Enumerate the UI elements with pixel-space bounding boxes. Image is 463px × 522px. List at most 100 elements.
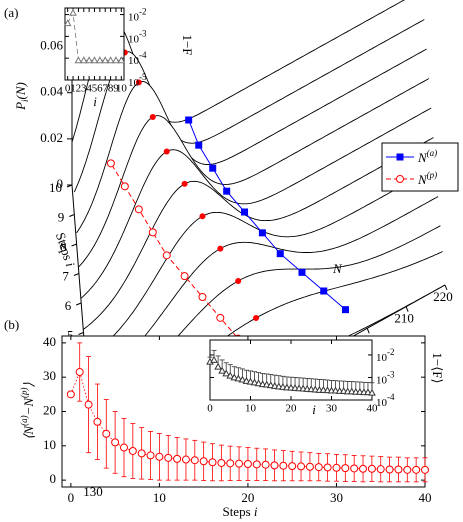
x-tick [444, 284, 448, 291]
y-tick [76, 302, 82, 306]
label-part: -5 [139, 72, 147, 82]
y-tick-label: 9 [58, 209, 65, 224]
x-axis-label: i [93, 94, 97, 109]
peak-dot [235, 277, 242, 284]
marker [117, 56, 126, 64]
marker [185, 116, 193, 124]
y-axis-label: ⟨N(a)−N(p)⟩ [19, 382, 36, 439]
marker [190, 456, 199, 465]
x-tick-label: 220 [433, 289, 453, 304]
marker [199, 457, 208, 466]
x-tick-label: 130 [83, 484, 103, 499]
x-axis-label: i [312, 402, 316, 417]
label-part: 10 [376, 374, 388, 386]
panel-label: (a) [4, 5, 18, 20]
marker [252, 460, 261, 469]
x-tick-label: 20 [241, 490, 254, 505]
marker [241, 208, 249, 216]
label-part: (p) [19, 387, 29, 398]
x-tick-label: 10 [245, 403, 257, 415]
y-tick [78, 332, 84, 335]
marker [262, 380, 271, 388]
marker [74, 56, 83, 64]
y-tick-label: 10-5 [128, 72, 147, 88]
y-tick-label: 6 [65, 298, 72, 313]
marker [238, 375, 247, 383]
x-tick-label: 30 [330, 490, 343, 505]
label-part: ⟨N [21, 425, 36, 440]
y-tick-label: 10-2 [128, 7, 147, 23]
marker [66, 390, 75, 399]
y-tick-label: 5 [67, 327, 74, 342]
label-part: -3 [139, 28, 147, 38]
y-tick [69, 214, 75, 217]
label-part: (a) [19, 415, 29, 426]
label-part: i [254, 504, 258, 519]
x-tick-label: 40 [367, 403, 379, 415]
marker [180, 272, 189, 281]
marker [195, 141, 203, 149]
marker [235, 459, 244, 468]
peak-dot [199, 213, 206, 220]
y-tick-label: 7 [62, 268, 69, 283]
y-tick-label: 10 [43, 437, 56, 452]
marker [276, 250, 284, 258]
x-axis-label: Steps i [222, 504, 257, 519]
marker [403, 465, 412, 474]
marker [148, 228, 157, 237]
label-part: 10 [128, 11, 140, 23]
label-part: P [13, 102, 28, 111]
x-tick-label: 9 [113, 83, 119, 95]
marker [298, 268, 306, 276]
marker [254, 379, 263, 387]
x-tick-label: 1 [70, 83, 76, 95]
marker [396, 175, 404, 183]
label-part: 10 [128, 33, 140, 45]
x-tick [405, 306, 409, 312]
marker [385, 465, 394, 474]
marker [223, 187, 231, 195]
marker [119, 443, 128, 452]
y-tick-label: 10-4 [128, 50, 147, 66]
marker [112, 56, 120, 64]
marker [102, 429, 111, 438]
label-part: -4 [387, 392, 395, 402]
marker [69, 8, 77, 16]
marker [261, 460, 270, 469]
marker [208, 458, 217, 467]
marker [279, 382, 287, 390]
label-part: -2 [387, 347, 395, 357]
x-tick-label: 0 [65, 83, 71, 95]
marker [96, 56, 104, 64]
marker [214, 362, 222, 370]
y-tick-label: 20 [43, 402, 56, 417]
label-part: (a) [427, 148, 438, 158]
peak-dot [253, 314, 260, 321]
marker [198, 293, 207, 301]
x-tick-label: 2 [76, 83, 82, 95]
y-tick-label: 10 [49, 180, 62, 195]
x-tick-label: 20 [286, 403, 298, 415]
y-tick-label: 8 [60, 239, 67, 254]
marker [226, 371, 235, 379]
marker [412, 465, 421, 474]
marker [341, 464, 350, 473]
label-part: Steps [53, 231, 77, 266]
y-tick-label: 30 [43, 368, 56, 383]
marker [106, 56, 115, 64]
marker [258, 229, 266, 237]
marker [111, 438, 120, 447]
z-axis-label: Pi(N) [13, 82, 30, 111]
marker [134, 205, 143, 214]
marker [350, 464, 359, 473]
y-tick-label: 0 [50, 471, 57, 486]
marker [63, 19, 72, 27]
label-part: i [63, 260, 79, 268]
y-axis-label: 1−⟨F⟩ [430, 352, 445, 383]
label-part: ⟩ [21, 382, 36, 387]
marker [367, 464, 376, 473]
marker [84, 400, 93, 409]
label-part: (p) [427, 170, 438, 180]
y-tick-label: 10-3 [128, 28, 147, 44]
